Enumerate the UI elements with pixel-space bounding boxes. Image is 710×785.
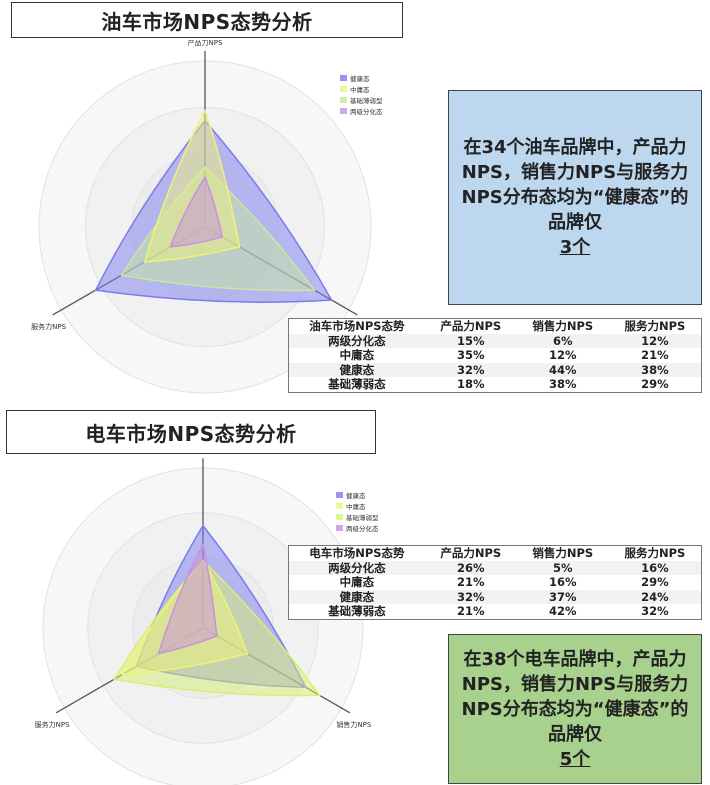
- oil-legend-swatch: [340, 75, 347, 81]
- oil-table-header: 油车市场NPS态势: [309, 319, 405, 333]
- oil-series-area: [169, 175, 224, 248]
- table-cell: 16%: [641, 560, 669, 575]
- table-cell: 38%: [641, 362, 669, 377]
- ev-table-header: 销售力NPS: [532, 546, 594, 560]
- oil-legend-swatch: [340, 108, 347, 114]
- ev-callout-number: 5个: [559, 748, 591, 770]
- oil-legend-swatch: [340, 97, 347, 103]
- ev-chart-title: 电车市场NPS态势分析: [85, 421, 297, 446]
- table-cell: 基础薄弱态: [328, 604, 386, 618]
- table-cell: 42%: [549, 604, 577, 618]
- table-cell: 35%: [457, 348, 485, 362]
- ev-axis-label: 销售力NPS: [336, 720, 371, 729]
- table-cell: 18%: [457, 377, 485, 391]
- table-row: 健康态 32% 37% 24%: [288, 589, 702, 604]
- table-row: 基础薄弱态 21% 42% 32%: [289, 604, 702, 619]
- ev-table-header: 产品力NPS: [440, 546, 502, 560]
- table-cell: 44%: [549, 362, 577, 377]
- oil-title-box: 油车市场NPS态势分析: [11, 2, 403, 38]
- table-cell: 24%: [641, 589, 669, 604]
- oil-legend-label: 两级分化态: [350, 107, 383, 116]
- table-cell: 32%: [641, 604, 669, 618]
- table-cell: 12%: [549, 348, 577, 362]
- ev-callout-text: 在38个电车品牌中，产品力NPS，销售力NPS与服务力NPS分布态均为“健康态”…: [461, 648, 689, 745]
- ev-legend-swatch: [336, 503, 343, 509]
- table-cell: 29%: [641, 377, 669, 391]
- table-cell: 健康态: [339, 362, 375, 377]
- table-cell: 5%: [553, 560, 573, 575]
- ev-series-area: [157, 542, 218, 655]
- table-row: 两级分化态 26% 5% 16%: [288, 560, 702, 575]
- table-cell: 两级分化态: [328, 333, 386, 348]
- ev-legend-label: 两级分化态: [346, 524, 379, 533]
- table-row: 基础薄弱态 18% 38% 29%: [289, 377, 702, 392]
- ev-axis-label: 服务力NPS: [35, 720, 70, 729]
- oil-callout: 在34个油车品牌中，产品力NPS，销售力NPS与服务力NPS分布态均为“健康态”…: [448, 90, 702, 305]
- oil-radar-chart: 产品力NPS销售力NPS服务力NPS健康态中庸态基础薄弱型两级分化态: [31, 40, 383, 394]
- table-cell: 中庸态: [339, 575, 375, 589]
- table-cell: 32%: [457, 362, 485, 377]
- oil-legend-label: 中庸态: [350, 85, 370, 94]
- table-cell: 6%: [553, 333, 573, 348]
- ev-table-header: 电车市场NPS态势: [309, 546, 405, 560]
- ev-legend-swatch: [336, 525, 343, 531]
- oil-legend-label: 健康态: [350, 74, 370, 83]
- table-cell: 26%: [457, 560, 485, 575]
- table-row: 健康态 32% 44% 38%: [288, 362, 702, 377]
- table-cell: 12%: [641, 333, 669, 348]
- oil-axis-label: 产品力NPS: [188, 40, 223, 47]
- table-row: 两级分化态 15% 6% 12%: [288, 333, 702, 348]
- oil-legend-label: 基础薄弱型: [350, 96, 383, 105]
- table-cell: 29%: [641, 575, 669, 589]
- oil-legend-swatch: [340, 86, 347, 92]
- table-row: 中庸态 35% 12% 21%: [289, 348, 702, 363]
- ev-nps-table: 电车市场NPS态势 产品力NPS 销售力NPS 服务力NPS 两级分化态 26%…: [288, 545, 702, 620]
- oil-axis-label: 服务力NPS: [31, 322, 66, 331]
- ev-legend-swatch: [336, 514, 343, 520]
- ev-table-header: 服务力NPS: [624, 546, 686, 560]
- ev-legend-swatch: [336, 492, 343, 498]
- ev-title-box: 电车市场NPS态势分析: [6, 410, 376, 454]
- oil-table-header: 服务力NPS: [624, 319, 686, 333]
- table-cell: 中庸态: [339, 348, 375, 362]
- table-cell: 21%: [641, 348, 669, 362]
- table-cell: 15%: [457, 333, 485, 348]
- table-row: 中庸态 21% 16% 29%: [289, 575, 702, 590]
- table-cell: 健康态: [339, 589, 375, 604]
- table-cell: 32%: [457, 589, 485, 604]
- ev-legend-label: 基础薄弱型: [346, 513, 379, 522]
- ev-radar-chart: 产品力NPS销售力NPS服务力NPS健康态中庸态基础薄弱型两级分化态: [35, 458, 379, 785]
- oil-table-header: 产品力NPS: [440, 319, 502, 333]
- table-cell: 16%: [549, 575, 577, 589]
- ev-callout: 在38个电车品牌中，产品力NPS，销售力NPS与服务力NPS分布态均为“健康态”…: [448, 634, 702, 784]
- table-cell: 基础薄弱态: [328, 377, 386, 391]
- oil-callout-text: 在34个油车品牌中，产品力NPS，销售力NPS与服务力NPS分布态均为“健康态”…: [461, 137, 689, 233]
- table-cell: 21%: [457, 575, 485, 589]
- oil-chart-title: 油车市场NPS态势分析: [101, 9, 313, 34]
- table-cell: 21%: [457, 604, 485, 618]
- table-cell: 37%: [549, 589, 577, 604]
- table-cell: 38%: [549, 377, 577, 391]
- oil-table-header: 销售力NPS: [532, 319, 594, 333]
- table-cell: 两级分化态: [328, 560, 386, 575]
- oil-callout-number: 3个: [559, 237, 591, 258]
- ev-legend-label: 中庸态: [346, 502, 366, 511]
- oil-nps-table: 油车市场NPS态势 产品力NPS 销售力NPS 服务力NPS 两级分化态 15%…: [288, 318, 702, 393]
- ev-legend-label: 健康态: [346, 491, 366, 500]
